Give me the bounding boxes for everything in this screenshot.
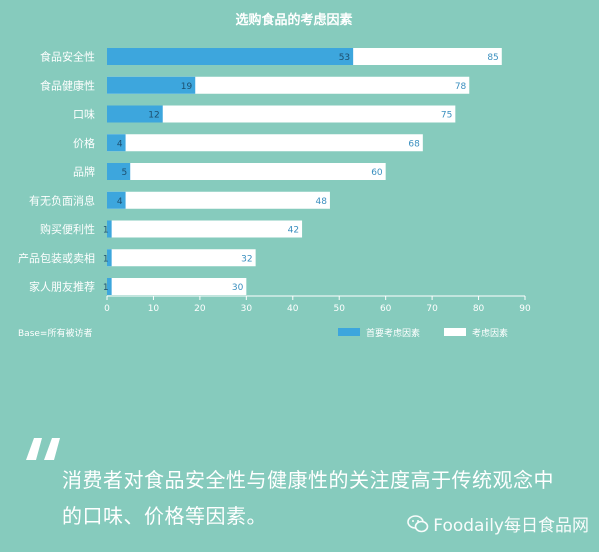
x-tick-label: 50 xyxy=(333,304,345,314)
legend-label-primary: 首要考虑因素 xyxy=(366,327,420,339)
bar-consider xyxy=(107,220,303,238)
category-label: 口味 xyxy=(73,108,95,121)
bar-consider xyxy=(107,134,423,152)
chart-title: 选购食品的考虑因素 xyxy=(235,12,352,28)
category-label: 有无负面消息 xyxy=(29,193,95,207)
x-tick-label: 40 xyxy=(287,304,299,314)
data-label-consider: 30 xyxy=(232,283,244,293)
bar-consider xyxy=(107,191,330,209)
bar-consider xyxy=(107,278,247,295)
watermark-text: Foodaily每日食品网 xyxy=(433,516,589,536)
x-tick-label: 0 xyxy=(104,304,110,314)
bar-primary xyxy=(107,76,196,94)
category-label: 产品包装或卖相 xyxy=(18,251,95,265)
x-tick-label: 80 xyxy=(473,304,485,314)
category-label: 家人朋友推荐 xyxy=(29,280,95,294)
x-tick-label: 20 xyxy=(194,304,206,314)
x-tick-label: 10 xyxy=(148,304,160,314)
legend-label-consider: 考虑因素 xyxy=(472,327,508,339)
bar-consider xyxy=(107,105,456,123)
legend-swatch-consider xyxy=(444,328,466,336)
bar-consider xyxy=(107,249,256,267)
category-label: 价格 xyxy=(73,136,95,150)
data-label-primary: 1 xyxy=(103,254,109,264)
bar-primary xyxy=(107,249,112,267)
data-label-consider: 68 xyxy=(408,139,420,149)
base-note: Base=所有被访者 xyxy=(18,327,92,339)
quote-text: 消费者对食品安全性与健康性的关注度高于传统观念中的口味、价格等因素。 xyxy=(62,468,554,528)
x-tick-label: 60 xyxy=(380,304,392,314)
bar-primary xyxy=(107,48,354,65)
data-label-primary: 1 xyxy=(103,283,109,293)
data-label-primary: 12 xyxy=(148,111,159,121)
category-label: 购买便利性 xyxy=(40,222,95,236)
bar-primary xyxy=(107,105,163,123)
data-label-primary: 4 xyxy=(117,139,123,149)
category-label: 食品健康性 xyxy=(40,78,95,92)
data-label-primary: 5 xyxy=(121,168,127,178)
legend-swatch-primary xyxy=(338,328,360,336)
x-tick-label: 70 xyxy=(426,304,438,314)
bar-consider xyxy=(107,163,386,180)
x-tick-label: 30 xyxy=(241,304,253,314)
data-label-consider: 60 xyxy=(371,168,383,178)
data-label-primary: 19 xyxy=(181,82,193,92)
bar-primary xyxy=(107,163,131,180)
bar-primary xyxy=(107,191,126,209)
bar-consider xyxy=(107,76,470,94)
data-label-primary: 1 xyxy=(103,226,109,236)
quote-mark-icon xyxy=(26,438,60,460)
watermark: Foodaily每日食品网 xyxy=(407,511,589,536)
data-label-consider: 78 xyxy=(455,82,467,92)
bar-primary xyxy=(107,278,112,295)
data-label-consider: 42 xyxy=(288,226,299,236)
data-label-consider: 85 xyxy=(487,53,498,63)
category-label: 品牌 xyxy=(73,165,95,179)
bar-primary xyxy=(107,134,126,152)
data-label-consider: 75 xyxy=(441,111,452,121)
data-label-consider: 48 xyxy=(315,197,327,207)
data-label-consider: 32 xyxy=(241,254,252,264)
category-label: 食品安全性 xyxy=(40,50,95,64)
data-label-primary: 53 xyxy=(339,53,350,63)
x-tick-label: 90 xyxy=(519,304,531,314)
data-label-primary: 4 xyxy=(117,197,123,207)
wechat-icon xyxy=(407,514,429,532)
bar-primary xyxy=(107,220,112,238)
